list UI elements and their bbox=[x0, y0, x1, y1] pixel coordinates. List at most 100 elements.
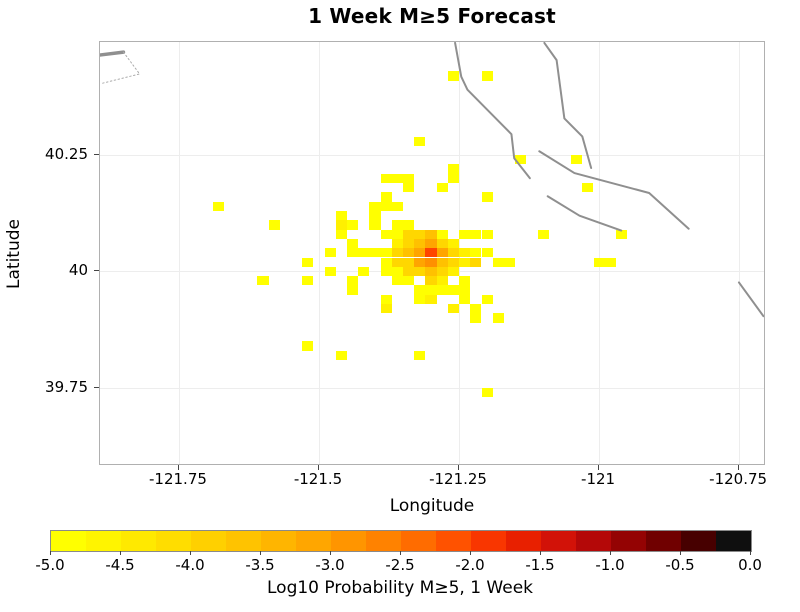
heatmap-cell bbox=[425, 276, 437, 286]
heatmap-cell bbox=[347, 285, 359, 295]
heatmap-cell bbox=[335, 229, 347, 239]
x-tick-mark bbox=[177, 465, 179, 470]
heatmap-cell bbox=[414, 229, 426, 239]
y-gridline bbox=[100, 387, 764, 389]
heatmap-cell bbox=[481, 229, 493, 239]
heatmap-cell bbox=[391, 220, 403, 230]
heatmap-cell bbox=[403, 257, 415, 267]
heatmap-cell bbox=[459, 257, 471, 267]
heatmap-cell bbox=[380, 192, 392, 202]
heatmap-cell bbox=[380, 248, 392, 258]
colorbar-tick-label: -5.0 bbox=[35, 556, 65, 574]
y-tick-mark bbox=[94, 154, 99, 156]
heatmap-cell bbox=[403, 220, 415, 230]
heatmap-cell bbox=[503, 257, 516, 267]
plot-area bbox=[99, 41, 765, 465]
fault-trace-3-line bbox=[538, 150, 690, 230]
y-axis-label: Latitude bbox=[4, 219, 24, 289]
x-axis-label: Longitude bbox=[389, 496, 475, 516]
heatmap-cell bbox=[347, 220, 359, 230]
fault-lines-layer bbox=[100, 42, 764, 318]
heatmap-cell bbox=[425, 294, 437, 304]
colorbar-tick-label: -3.0 bbox=[315, 556, 345, 574]
heatmap-cell bbox=[324, 248, 336, 258]
colorbar-segment bbox=[366, 531, 401, 551]
heatmap-cell bbox=[459, 248, 471, 258]
colorbar-segment bbox=[506, 531, 541, 551]
heatmap-cell bbox=[391, 276, 403, 286]
heatmap-cell bbox=[470, 248, 482, 258]
heatmap-cell bbox=[582, 183, 594, 193]
colorbar-tick-label: -2.5 bbox=[385, 556, 415, 574]
colorbar-tick-mark bbox=[750, 551, 751, 555]
colorbar-tick-label: -2.0 bbox=[455, 556, 485, 574]
colorbar-segment bbox=[541, 531, 576, 551]
heatmap-cell bbox=[369, 248, 381, 258]
heatmap-cell bbox=[380, 201, 392, 211]
colorbar-tick-mark bbox=[190, 551, 191, 555]
heatmap-cell bbox=[436, 257, 448, 267]
heatmap-cell bbox=[380, 229, 392, 239]
heatmap-cell bbox=[425, 229, 437, 239]
colorbar-tick-label: -1.5 bbox=[525, 556, 555, 574]
colorbar-label: Log10 Probability M≥5, 1 Week bbox=[267, 578, 533, 598]
heatmap-cell bbox=[347, 276, 359, 286]
heatmap-cell bbox=[436, 276, 448, 286]
heatmap-cell bbox=[593, 257, 605, 267]
heatmap-cell bbox=[615, 229, 628, 239]
heatmap-cell bbox=[425, 248, 437, 258]
heatmap-cell bbox=[470, 257, 482, 267]
heatmap-cell bbox=[380, 294, 392, 304]
heatmap-cell bbox=[257, 276, 269, 286]
y-tick-label: 40.25 bbox=[45, 145, 88, 164]
colorbar-segment bbox=[86, 531, 121, 551]
heatmap-cell bbox=[335, 220, 347, 230]
heatmap-cell bbox=[481, 71, 493, 81]
heatmap-cell bbox=[447, 238, 459, 249]
heatmap-cell bbox=[414, 266, 426, 277]
x-tick-mark bbox=[318, 465, 319, 470]
heatmap-cell bbox=[391, 173, 403, 183]
heatmap-cell bbox=[481, 294, 493, 304]
colorbar-tick-mark bbox=[330, 551, 331, 555]
colorbar-tick-label: -0.5 bbox=[665, 556, 695, 574]
heatmap-cell bbox=[335, 350, 347, 360]
heatmap-cell bbox=[459, 294, 471, 304]
colorbar-tick-mark bbox=[540, 551, 541, 555]
heatmap-cell bbox=[369, 220, 381, 230]
colorbar-segment bbox=[191, 531, 226, 551]
heatmap-cell bbox=[447, 304, 459, 314]
colorbar-segment bbox=[331, 531, 366, 551]
heatmap-cell bbox=[403, 266, 415, 277]
x-tick-mark bbox=[738, 465, 740, 470]
heatmap-cell bbox=[380, 266, 392, 277]
heatmap-cell bbox=[436, 248, 448, 258]
heatmap-cell bbox=[391, 266, 403, 277]
heatmap-cell bbox=[481, 387, 493, 398]
heatmap-cell bbox=[425, 238, 437, 249]
heatmap-cell bbox=[459, 285, 471, 295]
heatmap-cell bbox=[414, 350, 426, 360]
colorbar-tick-mark bbox=[120, 551, 121, 555]
heatmap-cell bbox=[380, 257, 392, 267]
heatmap-cell bbox=[436, 285, 448, 295]
y-gridline bbox=[100, 155, 764, 157]
x-gridline bbox=[739, 42, 741, 464]
y-tick-label: 40 bbox=[68, 261, 88, 280]
x-tick-mark bbox=[598, 465, 600, 470]
heatmap-cell bbox=[492, 313, 504, 323]
heatmap-cell bbox=[403, 238, 415, 249]
colorbar-segment bbox=[646, 531, 681, 551]
colorbar-tick-mark bbox=[400, 551, 401, 555]
heatmap-cell bbox=[436, 229, 448, 239]
colorbar-tick-label: -4.0 bbox=[175, 556, 205, 574]
x-tick-mark bbox=[458, 465, 460, 470]
heatmap-cell bbox=[470, 229, 482, 239]
heatmap-cell bbox=[492, 257, 504, 267]
heatmap-cell bbox=[447, 285, 459, 295]
colorbar-segment bbox=[226, 531, 261, 551]
heatmap-cell bbox=[391, 229, 403, 239]
heatmap-cell bbox=[324, 266, 336, 277]
heatmap-cell bbox=[459, 276, 471, 286]
